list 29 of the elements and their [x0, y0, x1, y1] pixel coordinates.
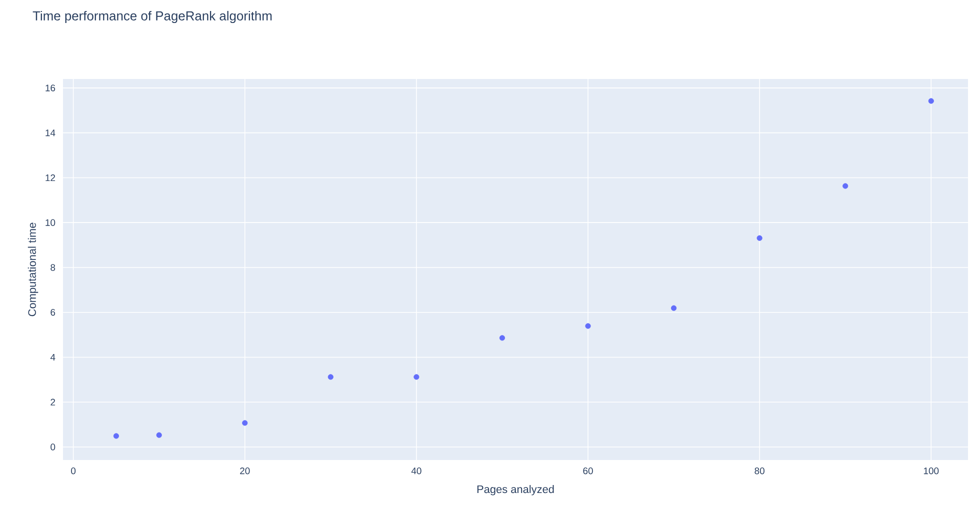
- y-axis-title: Computational time: [28, 222, 38, 316]
- point: [585, 323, 591, 329]
- point: [499, 335, 506, 341]
- point: [928, 98, 934, 104]
- point: [113, 433, 119, 439]
- x-tick-label: 40: [411, 468, 422, 474]
- x-tick-label: 60: [583, 468, 593, 474]
- y-tick-label: 6: [50, 308, 56, 316]
- point: [670, 305, 677, 311]
- x-tick-label: 80: [754, 468, 764, 474]
- x-tick-label: 0: [71, 468, 76, 474]
- chart-title: Time performance of PageRank algorithm: [32, 10, 272, 24]
- y-tick-label: 16: [46, 84, 56, 92]
- y-tick-label: 0: [50, 444, 56, 450]
- x-tick-label: 100: [924, 468, 939, 474]
- x-tick-label: 20: [240, 468, 250, 474]
- point: [156, 432, 162, 438]
- y-tick-label: 2: [50, 398, 56, 406]
- y-tick-label: 8: [50, 264, 56, 271]
- y-tick-label: 4: [50, 354, 56, 360]
- point: [328, 374, 334, 380]
- y-tick-label: 10: [46, 219, 56, 226]
- y-tick-label: 14: [46, 130, 56, 136]
- y-tick-label: 12: [46, 174, 56, 182]
- point: [242, 420, 248, 426]
- point: [414, 374, 420, 380]
- point: [842, 183, 848, 189]
- point: [756, 235, 762, 241]
- x-axis-title: Pages analyzed: [477, 485, 554, 496]
